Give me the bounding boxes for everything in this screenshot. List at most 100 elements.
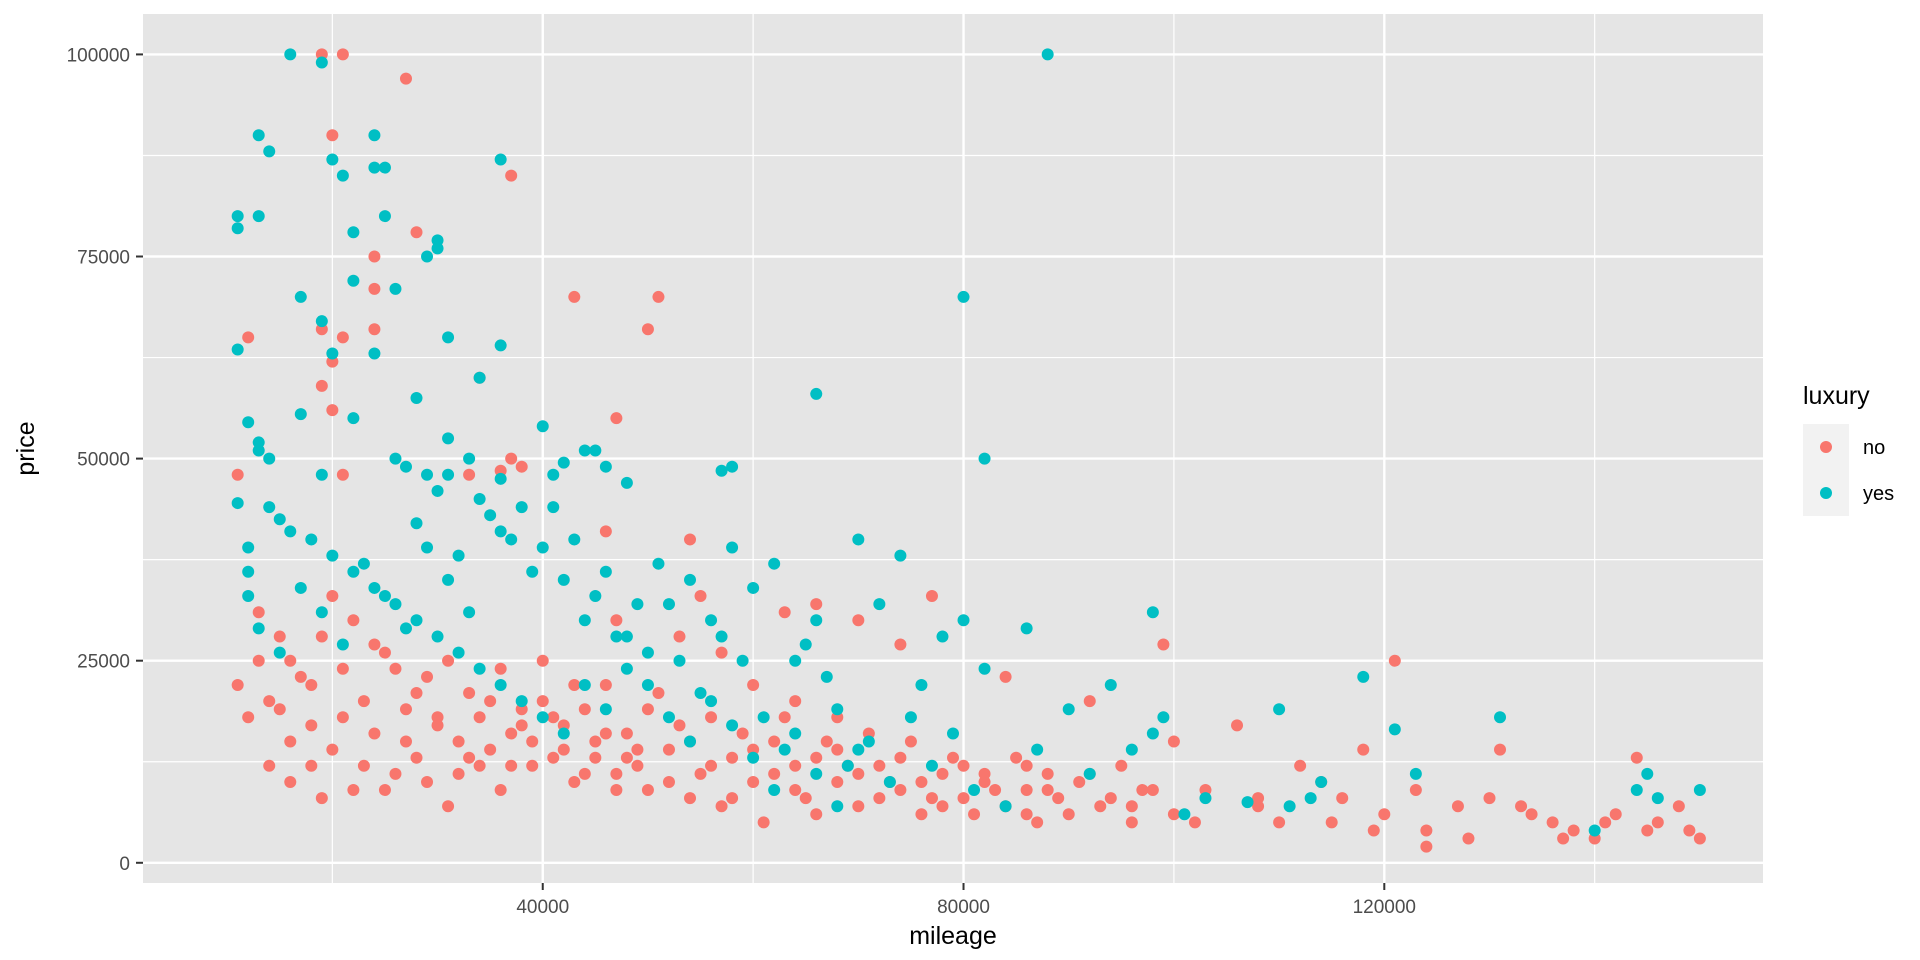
data-point — [799, 638, 812, 651]
data-point — [515, 719, 528, 732]
data-point — [484, 509, 497, 522]
data-point — [252, 622, 265, 635]
data-point — [1483, 792, 1496, 805]
data-point — [789, 759, 802, 772]
data-point — [1031, 816, 1044, 829]
data-point — [442, 468, 455, 481]
data-point — [473, 711, 486, 724]
data-point — [494, 678, 507, 691]
data-point — [936, 767, 949, 780]
data-point — [326, 404, 339, 417]
data-point — [463, 751, 476, 764]
data-point — [463, 687, 476, 700]
data-point — [684, 792, 697, 805]
data-point — [557, 456, 570, 469]
data-point — [389, 282, 402, 295]
data-point — [568, 775, 581, 788]
data-point — [1115, 759, 1128, 772]
data-point — [978, 452, 991, 465]
y-axis: 0 25000 50000 75000 100000 — [67, 45, 143, 875]
data-point — [263, 501, 276, 514]
data-point — [505, 533, 518, 546]
data-point — [442, 331, 455, 344]
data-point — [536, 711, 549, 724]
data-point — [599, 678, 612, 691]
data-point — [389, 662, 402, 675]
data-point — [336, 638, 349, 651]
data-point — [263, 695, 276, 708]
data-point — [1041, 784, 1054, 797]
data-point — [620, 476, 633, 489]
data-point — [536, 695, 549, 708]
data-point — [694, 687, 707, 700]
data-point — [399, 622, 412, 635]
data-point — [315, 468, 328, 481]
data-point — [1325, 816, 1338, 829]
data-point — [557, 743, 570, 756]
data-point — [1357, 670, 1370, 683]
data-point — [273, 703, 286, 716]
data-point — [494, 339, 507, 352]
data-point — [494, 153, 507, 166]
data-point — [1020, 622, 1033, 635]
data-point — [442, 800, 455, 813]
data-point — [852, 743, 865, 756]
data-point — [925, 792, 938, 805]
data-point — [1104, 678, 1117, 691]
data-point — [1378, 808, 1391, 821]
data-point — [515, 460, 528, 473]
data-point — [599, 565, 612, 578]
data-point — [715, 800, 728, 813]
data-point — [957, 759, 970, 772]
data-point — [1651, 816, 1664, 829]
data-point — [347, 274, 360, 287]
data-point — [1304, 792, 1317, 805]
data-point — [1083, 767, 1096, 780]
data-point — [326, 743, 339, 756]
data-point — [421, 541, 434, 554]
data-point — [1073, 775, 1086, 788]
data-point — [652, 557, 665, 570]
data-point — [1146, 784, 1159, 797]
data-point — [673, 654, 686, 667]
data-point — [505, 452, 518, 465]
data-point — [442, 654, 455, 667]
data-point — [1062, 808, 1075, 821]
data-point — [641, 784, 654, 797]
data-point — [589, 590, 602, 603]
data-point — [410, 687, 423, 700]
data-point — [263, 759, 276, 772]
data-point — [947, 751, 959, 764]
data-point — [736, 654, 749, 667]
data-point — [421, 670, 434, 683]
data-point — [273, 646, 286, 659]
data-point — [620, 662, 633, 675]
data-point — [410, 751, 423, 764]
data-point — [662, 598, 675, 611]
data-point — [463, 452, 476, 465]
data-point — [694, 767, 707, 780]
data-point — [1693, 832, 1706, 845]
data-point — [831, 703, 844, 716]
data-point — [410, 226, 423, 239]
data-point — [999, 670, 1012, 683]
data-point — [336, 468, 349, 481]
data-point — [715, 630, 728, 643]
data-point — [978, 767, 991, 780]
data-point — [231, 497, 244, 510]
data-point — [494, 525, 507, 538]
data-point — [662, 711, 675, 724]
data-point — [473, 662, 486, 675]
data-point — [684, 735, 697, 748]
data-point — [1136, 784, 1149, 797]
data-point — [1199, 792, 1212, 805]
data-point — [1188, 816, 1201, 829]
data-point — [336, 662, 349, 675]
data-point — [252, 606, 265, 619]
y-tick-label: 25000 — [77, 652, 130, 673]
data-point — [641, 323, 654, 336]
data-point — [1641, 767, 1654, 780]
data-point — [399, 72, 412, 85]
data-point — [915, 808, 928, 821]
